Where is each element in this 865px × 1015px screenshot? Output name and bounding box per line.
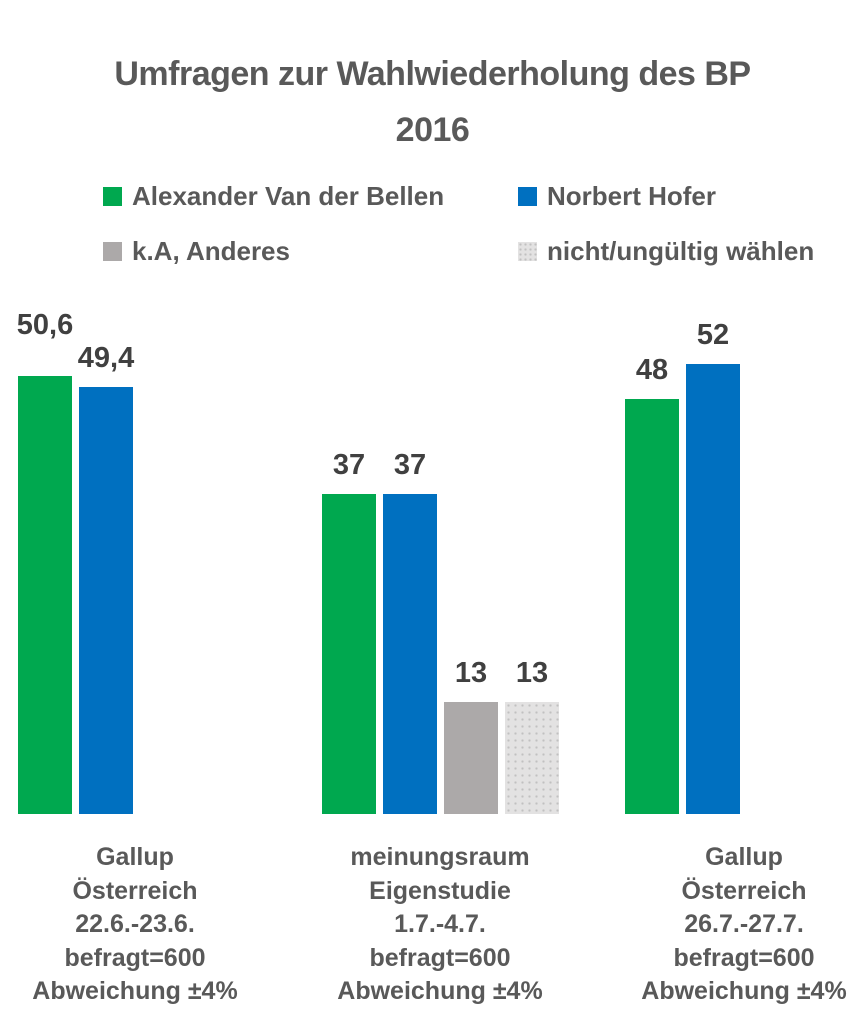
bar-value-label: 48: [635, 354, 669, 386]
bar-value-label: 49,4: [77, 342, 135, 374]
legend-swatch-light-gray-dotted: [518, 242, 537, 261]
legend-swatch-blue: [518, 187, 537, 206]
category-label-line: Österreich: [681, 876, 807, 905]
bar-van-der-bellen: 48: [625, 354, 679, 814]
bar-nicht-ungueltig: 13: [505, 657, 559, 814]
bar-value-label: 37: [393, 449, 427, 481]
bar-group-meinungsraum: 37 37 13 13: [322, 449, 559, 814]
bar-hofer: 49,4: [78, 342, 134, 814]
bar-van-der-bellen: 37: [322, 449, 376, 814]
category-label-gallup-june: Gallup Österreich 22.6.-23.6. befragt=60…: [0, 841, 295, 1009]
legend-label: Norbert Hofer: [547, 181, 717, 211]
bar-value-label: 13: [454, 657, 488, 689]
legend-swatch-green: [103, 187, 122, 206]
bar-hofer: 52: [686, 319, 740, 814]
bar-value-label: 52: [696, 319, 730, 351]
category-label-line: 22.6.-23.6.: [75, 910, 195, 938]
category-label-line: Abweichung ±4%: [337, 977, 543, 1005]
bar-group-gallup-june: 50,6 49,4: [17, 309, 134, 814]
bar-group-gallup-july: 48 52: [625, 319, 740, 814]
chart-title-line-1: Umfragen zur Wahlwiederholung des BP: [114, 55, 751, 93]
legend-item-hofer: Norbert Hofer: [518, 181, 716, 212]
bar-hofer: 37: [383, 449, 437, 814]
category-label-line: Abweichung ±4%: [32, 977, 238, 1005]
category-label-line: befragt=600: [369, 943, 511, 972]
category-label-line: Österreich: [72, 876, 198, 905]
bar-value-label: 37: [332, 449, 366, 481]
category-label-line: meinungsraum: [350, 843, 530, 871]
legend-swatch-gray: [103, 242, 122, 261]
legend-item-van-der-bellen: Alexander Van der Bellen: [103, 181, 444, 212]
bar-value-label: 50,6: [16, 309, 74, 341]
bar-van-der-bellen: 50,6: [17, 309, 73, 814]
legend-label: nicht/ungültig wählen: [547, 236, 815, 266]
plot-area: 50,6 49,4 37 37 13 13 48: [17, 309, 740, 814]
category-label-line: Eigenstudie: [369, 876, 511, 905]
category-label-line: 26.7.-27.7.: [684, 910, 804, 938]
category-label-meinungsraum: meinungsraum Eigenstudie 1.7.-4.7. befra…: [280, 841, 600, 1009]
category-label-line: Gallup: [96, 843, 174, 871]
category-label-line: Abweichung ±4%: [641, 977, 847, 1005]
chart-title-line-2: 2016: [395, 111, 470, 149]
bar-value-label: 13: [515, 657, 549, 689]
category-label-line: befragt=600: [673, 943, 815, 972]
chart-title: Umfragen zur Wahlwiederholung des BP 201…: [0, 46, 865, 158]
category-label-line: befragt=600: [64, 943, 206, 972]
legend-label: k.A, Anderes: [132, 236, 290, 266]
bar-ka-anderes: 13: [444, 657, 498, 814]
legend-item-ka-anderes: k.A, Anderes: [103, 236, 290, 267]
category-label-line: 1.7.-4.7.: [394, 910, 486, 938]
legend-label: Alexander Van der Bellen: [132, 181, 445, 211]
category-label-gallup-july: Gallup Österreich 26.7.-27.7. befragt=60…: [584, 841, 865, 1009]
legend-item-nicht-ungueltig: nicht/ungültig wählen: [518, 236, 814, 267]
category-label-line: Gallup: [705, 843, 783, 871]
